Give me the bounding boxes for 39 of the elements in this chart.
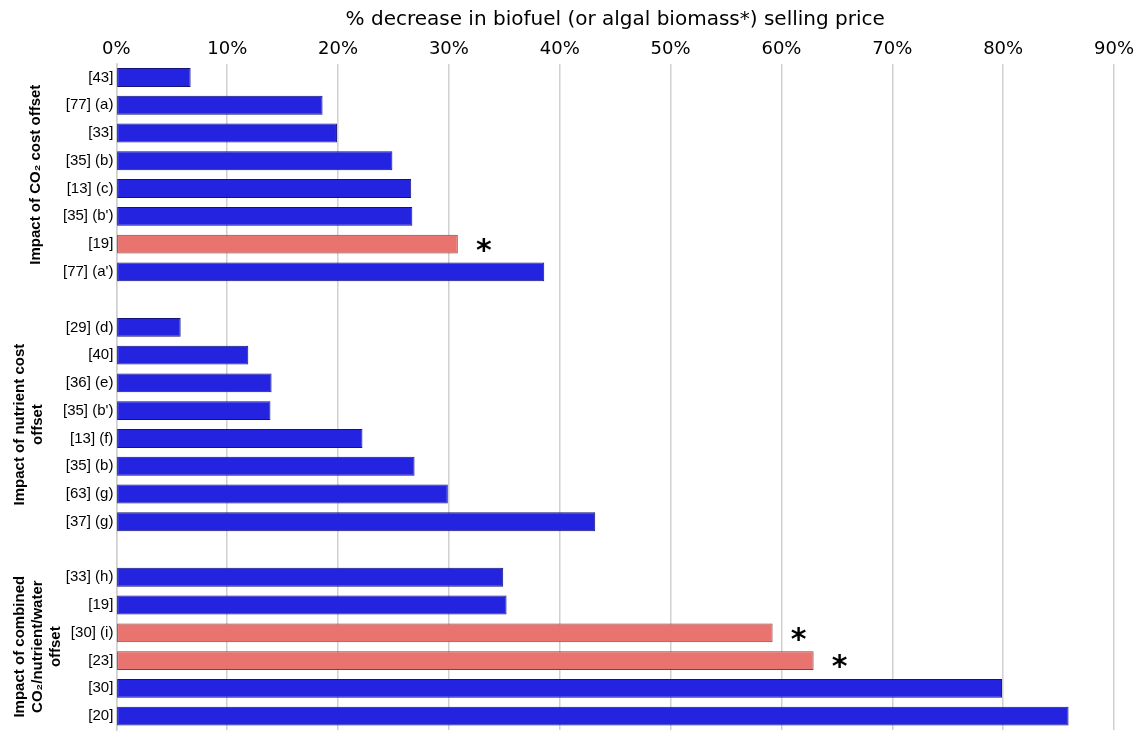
annotation: * (831, 648, 848, 684)
x-tick-label: 10% (207, 37, 248, 59)
x-tick-label: 80% (983, 37, 1024, 59)
y-tick-label: [40] (88, 345, 114, 363)
y-tick-label: [37] (g) (65, 511, 114, 529)
x-tick-label: 70% (872, 37, 913, 59)
x-axis-title: % decrease in biofuel (or algal biomass*) selling price (345, 6, 885, 31)
y-tick-label: [19] (88, 595, 114, 613)
y-tick-label: [35] (b') (62, 206, 114, 224)
y-tick-label: [20] (88, 706, 114, 724)
y-tick-label: [43] (88, 67, 114, 85)
x-tick-label: 30% (428, 37, 469, 59)
annotation: * (790, 620, 807, 656)
y-tick-label: [13] (f) (70, 428, 114, 446)
x-tick-label: 90% (1093, 37, 1135, 59)
x-tick-label: 40% (539, 37, 580, 59)
annotation: * (475, 231, 492, 267)
y-tick-label: [35] (b') (62, 400, 114, 418)
y-tick-label: [13] (c) (66, 178, 114, 196)
y-tick-label: [29] (d) (65, 317, 114, 335)
y-tick-label: [35] (b) (65, 150, 114, 168)
y-tick-label: [23] (88, 650, 114, 668)
x-tick-label: 0% (102, 37, 131, 59)
y-tick-label: [63] (g) (65, 484, 114, 502)
x-tick-label: 50% (650, 37, 691, 59)
y-tick-label: [35] (b) (65, 456, 114, 474)
y-tick-label: [36] (e) (65, 373, 114, 391)
text: Impact of nutrient cost offset (10, 343, 46, 506)
x-tick-label: 60% (761, 37, 802, 59)
text: Impact of combined CO₂/nutrient/water offset (10, 575, 64, 718)
y-tick-label: [30] (i) (70, 622, 114, 640)
y-tick-label: [19] (88, 234, 114, 252)
y-tick-label: [33] (88, 123, 114, 141)
y-tick-label: [77] (a') (62, 261, 114, 279)
y-tick-label: [33] (h) (65, 567, 114, 585)
x-tick-label: 20% (318, 37, 359, 59)
y-tick-label: [30] (88, 678, 114, 696)
text: Impact of CO₂ cost offset (26, 84, 44, 265)
y-tick-label: [77] (a) (65, 95, 114, 113)
